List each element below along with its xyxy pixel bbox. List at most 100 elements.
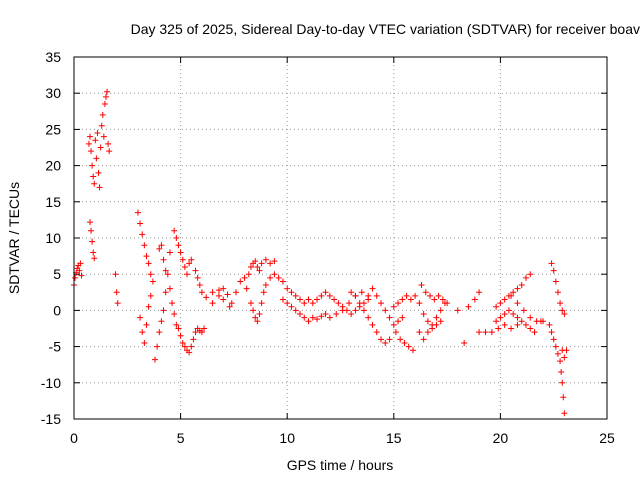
data-point xyxy=(86,133,93,140)
data-point xyxy=(105,140,112,147)
data-point xyxy=(546,321,553,328)
data-point xyxy=(209,300,216,307)
data-point xyxy=(90,249,97,256)
data-point xyxy=(527,325,534,332)
y-tick-label: 35 xyxy=(45,49,61,65)
data-point xyxy=(220,296,227,303)
data-point xyxy=(382,307,389,314)
chart-title: Day 325 of 2025, Sidereal Day-to-day VTE… xyxy=(131,21,640,37)
data-point xyxy=(557,300,564,307)
data-point xyxy=(550,336,557,343)
data-point xyxy=(296,311,303,318)
data-point xyxy=(412,292,419,299)
data-point xyxy=(267,260,274,267)
data-point xyxy=(188,343,195,350)
data-point xyxy=(152,356,159,363)
y-tick-label: -5 xyxy=(49,339,62,355)
data-point xyxy=(97,144,104,151)
data-point xyxy=(171,311,178,318)
data-point xyxy=(514,321,521,328)
data-point xyxy=(405,343,412,350)
data-point xyxy=(247,263,254,270)
data-point xyxy=(488,329,495,336)
data-point xyxy=(113,289,120,296)
data-point xyxy=(181,263,188,270)
data-point xyxy=(552,343,559,350)
data-point xyxy=(326,292,333,299)
data-point xyxy=(279,296,286,303)
data-point xyxy=(181,343,188,350)
grid-lines xyxy=(74,57,607,419)
data-point xyxy=(271,258,278,265)
data-point xyxy=(177,249,184,256)
data-point xyxy=(369,321,376,328)
data-point xyxy=(431,296,438,303)
data-point xyxy=(162,289,169,296)
data-point xyxy=(192,329,199,336)
data-point xyxy=(275,274,282,281)
data-point xyxy=(563,347,570,354)
data-point xyxy=(158,242,165,249)
data-point xyxy=(252,258,259,265)
data-point xyxy=(318,292,325,299)
data-point xyxy=(510,311,517,318)
data-point xyxy=(145,260,152,267)
data-point xyxy=(171,227,178,234)
data-point xyxy=(518,318,525,325)
data-points xyxy=(71,88,570,417)
data-point xyxy=(86,219,93,226)
y-tick-label: 30 xyxy=(45,85,61,101)
data-point xyxy=(352,292,359,299)
data-point xyxy=(160,256,167,263)
data-point xyxy=(429,325,436,332)
data-point xyxy=(91,180,98,187)
data-point xyxy=(292,292,299,299)
data-point xyxy=(245,271,252,278)
data-point xyxy=(147,292,154,299)
data-point xyxy=(149,278,156,285)
data-point xyxy=(92,137,99,144)
data-point xyxy=(559,379,566,386)
data-point xyxy=(522,321,529,328)
data-point xyxy=(190,336,197,343)
data-point xyxy=(158,318,165,325)
data-point xyxy=(348,311,355,318)
data-point xyxy=(175,325,182,332)
data-point xyxy=(501,311,508,318)
data-point xyxy=(177,332,184,339)
data-point xyxy=(96,184,103,191)
data-point xyxy=(99,111,106,118)
data-point xyxy=(514,300,521,307)
x-tick-label: 5 xyxy=(177,430,185,446)
data-point xyxy=(554,350,561,357)
data-point xyxy=(548,329,555,336)
data-point xyxy=(497,300,504,307)
data-point xyxy=(250,307,257,314)
data-point xyxy=(88,227,95,234)
data-point xyxy=(561,354,568,361)
data-point xyxy=(461,339,468,346)
data-point xyxy=(365,314,372,321)
data-point xyxy=(203,294,210,301)
x-tick-label: 0 xyxy=(70,430,78,446)
data-point xyxy=(395,318,402,325)
data-point xyxy=(90,173,97,180)
data-point xyxy=(322,289,329,296)
data-point xyxy=(243,285,250,292)
data-point xyxy=(476,329,483,336)
data-point xyxy=(454,307,461,314)
data-point xyxy=(358,289,365,296)
data-point xyxy=(194,274,201,281)
data-point xyxy=(215,292,222,299)
data-point xyxy=(465,303,472,310)
y-tick-label: -10 xyxy=(41,375,61,391)
data-point xyxy=(540,318,547,325)
data-point xyxy=(143,253,150,260)
data-point xyxy=(89,162,96,169)
data-point xyxy=(356,300,363,307)
data-point xyxy=(346,300,353,307)
data-point xyxy=(186,349,193,356)
data-point xyxy=(482,329,489,336)
data-point xyxy=(416,329,423,336)
data-point xyxy=(505,307,512,314)
